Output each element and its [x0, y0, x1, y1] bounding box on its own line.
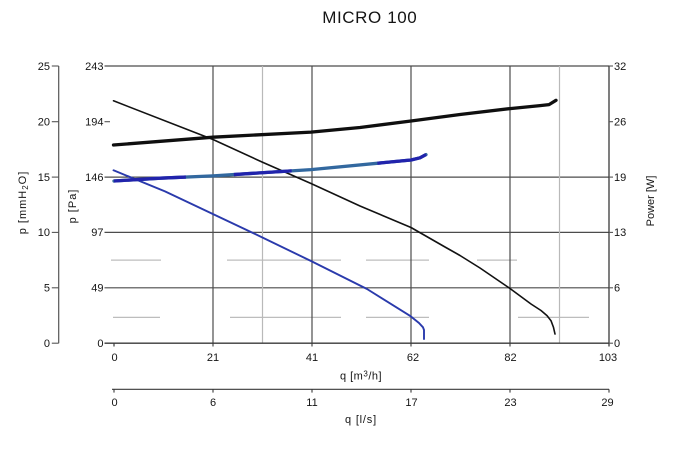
- svg-text:21: 21: [207, 352, 219, 364]
- svg-text:10: 10: [38, 227, 50, 239]
- svg-text:82: 82: [504, 352, 516, 364]
- svg-text:q [l/s]: q [l/s]: [345, 414, 377, 426]
- svg-text:11: 11: [306, 397, 317, 409]
- svg-text:0: 0: [97, 338, 103, 350]
- svg-text:26: 26: [614, 117, 626, 129]
- svg-text:19: 19: [614, 172, 626, 184]
- svg-text:97: 97: [91, 227, 103, 239]
- svg-text:0: 0: [111, 352, 117, 364]
- svg-text:5: 5: [44, 283, 50, 295]
- svg-text:17: 17: [405, 397, 417, 409]
- svg-text:13: 13: [614, 227, 626, 239]
- svg-text:q [m3/h]: q [m3/h]: [340, 370, 382, 383]
- svg-text:29: 29: [601, 397, 613, 409]
- svg-text:0: 0: [614, 338, 620, 350]
- svg-text:MICRO 100: MICRO 100: [322, 8, 417, 27]
- svg-text:103: 103: [599, 352, 617, 364]
- svg-text:0: 0: [44, 338, 50, 350]
- svg-text:41: 41: [306, 352, 318, 364]
- svg-text:20: 20: [38, 117, 50, 129]
- svg-text:62: 62: [407, 352, 419, 364]
- svg-text:23: 23: [504, 397, 516, 409]
- svg-text:6: 6: [614, 283, 620, 295]
- svg-text:25: 25: [38, 61, 50, 73]
- svg-text:p [Pa]: p [Pa]: [67, 189, 79, 224]
- svg-text:6: 6: [210, 397, 216, 409]
- svg-text:243: 243: [85, 61, 103, 73]
- svg-text:p [mmH2O]: p [mmH2O]: [17, 171, 30, 235]
- svg-text:0: 0: [111, 397, 117, 409]
- svg-text:32: 32: [614, 61, 626, 73]
- svg-text:49: 49: [91, 283, 103, 295]
- svg-text:Power [W]: Power [W]: [645, 176, 657, 227]
- svg-text:146: 146: [85, 172, 103, 184]
- svg-text:15: 15: [38, 172, 50, 184]
- svg-text:194: 194: [85, 117, 103, 129]
